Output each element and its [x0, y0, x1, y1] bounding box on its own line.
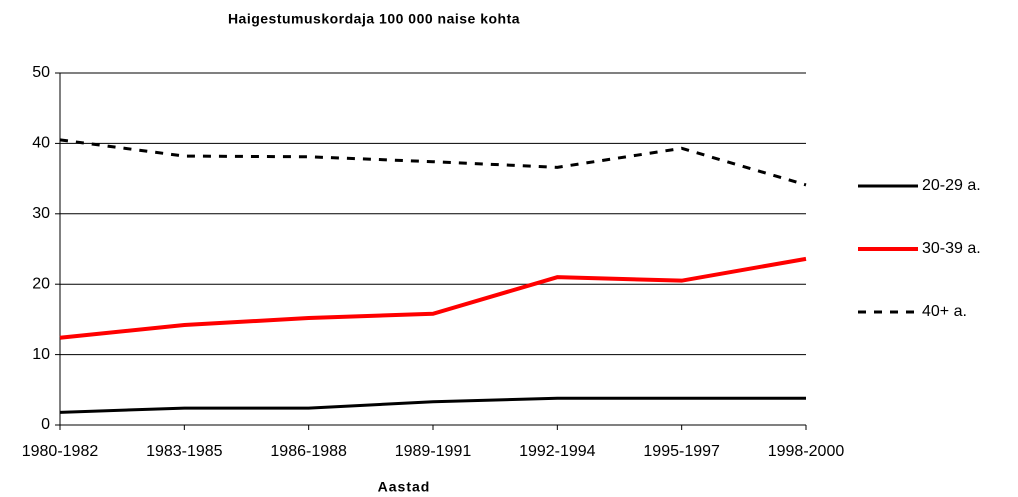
y-tick-label: 0 — [41, 416, 50, 433]
legend-label: 20-29 a. — [922, 177, 981, 194]
y-tick-label: 30 — [32, 205, 50, 222]
x-tick-label: 1995-1997 — [643, 443, 720, 460]
series-line — [59, 138, 807, 187]
legend-label: 30-39 a. — [922, 240, 981, 257]
x-tick-label: 1983-1985 — [146, 443, 223, 460]
y-tick-label: 10 — [32, 346, 50, 363]
series-line — [59, 256, 807, 340]
x-tick-label: 1998-2000 — [768, 443, 845, 460]
chart-title: Haigestumuskordaja 100 000 naise kohta — [228, 11, 520, 27]
x-tick-label: 1989-1991 — [395, 443, 472, 460]
y-tick-label: 20 — [32, 275, 50, 292]
x-tick-label: 1980-1982 — [22, 443, 99, 460]
x-tick-label: 1992-1994 — [519, 443, 596, 460]
y-tick-label: 40 — [32, 135, 50, 152]
y-tick-label: 50 — [32, 64, 50, 81]
x-tick-label: 1986-1988 — [270, 443, 347, 460]
x-axis-title: Aastad — [378, 479, 431, 495]
series-line — [59, 396, 806, 414]
legend-label: 40+ a. — [922, 303, 967, 320]
